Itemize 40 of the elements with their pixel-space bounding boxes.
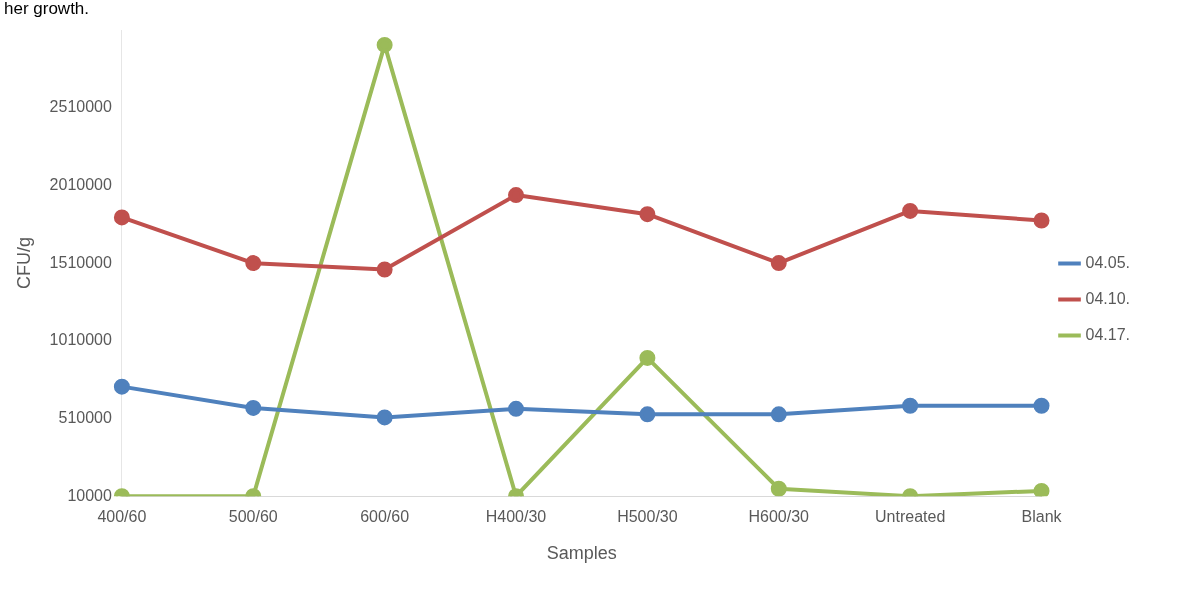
point — [245, 255, 262, 272]
y-axis-title: CFU/g — [13, 237, 34, 290]
point — [508, 187, 525, 204]
point — [902, 202, 919, 219]
point — [1033, 212, 1050, 229]
x-tick-label: H600/30 — [748, 508, 810, 526]
point — [639, 406, 656, 423]
point — [1033, 482, 1050, 497]
legend-label: 04.05. — [1085, 253, 1130, 271]
y-tick-label: 1510000 — [49, 253, 112, 271]
point — [770, 480, 787, 497]
point — [770, 406, 787, 423]
x-tick-label: H500/30 — [617, 508, 678, 526]
x-tick-label: 600/60 — [360, 508, 410, 526]
point — [113, 209, 130, 226]
point — [1033, 397, 1050, 414]
point — [639, 206, 656, 223]
x-tick-label: Blank — [1021, 508, 1063, 526]
y-tick-label: 2510000 — [49, 98, 112, 116]
point — [508, 400, 525, 417]
y-tick-label: 1010000 — [49, 331, 112, 349]
x-tick-label: Untreated — [875, 508, 946, 526]
point — [902, 397, 919, 414]
y-tick-label: 510000 — [58, 408, 112, 426]
legend-label: 04.10. — [1085, 289, 1130, 307]
point — [639, 349, 656, 366]
y-tick-label: 10000 — [67, 486, 112, 504]
x-tick-label: 400/60 — [97, 508, 147, 526]
text: her growth. — [4, 0, 90, 19]
legend-label: 04.17. — [1085, 325, 1130, 343]
point — [113, 378, 130, 395]
x-tick-label: H400/30 — [485, 508, 547, 526]
point — [376, 409, 393, 426]
point — [376, 261, 393, 278]
x-tick-label: 500/60 — [228, 508, 278, 526]
point — [376, 36, 393, 53]
y-tick-label: 2010000 — [49, 175, 112, 193]
point — [245, 399, 262, 416]
point — [770, 255, 787, 272]
x-axis-title: Samples — [546, 543, 617, 564]
